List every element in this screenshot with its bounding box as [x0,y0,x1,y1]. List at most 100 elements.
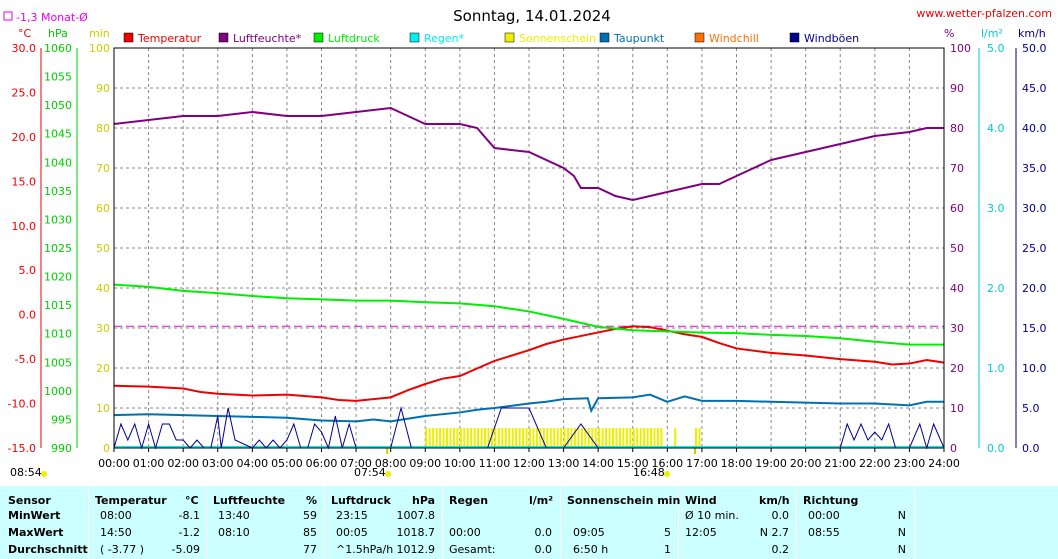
sunshine-bar [490,428,493,448]
sunshine-bar [456,428,459,448]
stats-dir-val: N [897,526,906,539]
sunshine-bar [591,428,594,448]
x-tick-label: 23:00 [894,457,926,470]
sunshine-bar [504,428,507,448]
stats-sun-val: 1 [664,543,671,556]
percent-axis-tick-label: 70 [950,162,964,175]
sunshine-bar [477,428,480,448]
sunshine-bar [480,428,483,448]
stats-dir-time: 00:00 [808,509,840,522]
wind-axis-tick-label: 10.0 [1022,362,1047,375]
sunshine-bar [612,428,614,448]
x-tick-label: 15:00 [617,457,649,470]
sunshine-bar [598,428,601,448]
x-tick-label: 04:00 [236,457,268,470]
sunshine-bar [573,428,576,448]
x-tick-label: 24:00 [928,457,960,470]
wind-axis-tick-label: 45.0 [1022,82,1047,95]
stats-label: MaxWert [8,526,64,539]
x-tick-label: 01:00 [133,457,165,470]
sunshine-bar [428,428,431,448]
wind-axis-tick-label: 20.0 [1022,282,1047,295]
stats-divider [442,486,443,559]
sunshine-bar [515,428,518,448]
legend-swatch [218,32,229,43]
stats-wind-val: N 2.7 [759,526,789,539]
legend-label: Windböen [804,32,859,45]
stats-divider [914,486,915,559]
legend-label: Luftdruck [328,32,380,45]
temp-axis-tick-label: 10.0 [12,220,37,233]
stats-rain-time: Gesamt: [449,543,496,556]
x-tick-label: 14:00 [582,457,614,470]
minutes-axis-tick-label: 0 [103,442,110,455]
stats-dir-val: N [897,543,906,556]
legend-swatch [789,32,800,43]
pressure-axis-tick-label: 1055 [44,71,72,84]
x-tick-label: 06:00 [306,457,338,470]
temp-axis-tick-label: 15.0 [12,175,37,188]
rain-axis-tick-label: 0.0 [987,442,1005,455]
sunshine-bar [487,428,490,448]
legend-swatch [599,32,610,43]
stats-divider [324,486,325,559]
wind-axis-tick-label: 15.0 [1022,322,1047,335]
stats-hum-val: 85 [303,526,317,539]
pressure-axis-tick-label: 1005 [44,356,72,369]
percent-axis-tick-label: 30 [950,322,964,335]
legend-label: Sonnenschein [519,32,596,45]
stats-temp-time: 08:00 [100,509,132,522]
sunshine-bar [650,428,653,448]
sunshine-bar [643,428,646,448]
stats-header-hum: Luftfeuchte [213,494,286,507]
weather-chart: 00:00 01:00 02:00 03:00 04:00 05:00 06:00 07:00… [3,7,1052,479]
series-line-taupunkt [113,393,944,423]
sunshine-bar [435,428,438,448]
stats-header-sun: Sonnenschein min [567,494,681,507]
x-tick-label: 02:00 [167,457,199,470]
stats-header-rain-unit: l/m² [529,494,554,507]
unit-minutes: min [89,27,110,40]
percent-axis-tick-label: 50 [950,242,964,255]
sunshine-bar [608,428,611,448]
sunshine-bar [622,428,625,448]
x-tick-label: 21:00 [824,457,856,470]
stats-temp-time: ( -3.77 ) [100,543,145,556]
sunshine-bar [501,428,504,448]
monthly-avg-swatch [3,11,13,21]
sunshine-bar [636,428,639,448]
stats-hum-time: 13:40 [218,509,250,522]
sunshine-bar [646,428,649,448]
temp-axis-tick-label: -10.0 [8,398,36,411]
x-tick-label: 11:00 [479,457,511,470]
legend-label: Windchill [709,32,759,45]
sunshine-bar [653,428,656,448]
unit-pressure: hPa [48,27,68,40]
stats-press-val: 1018.7 [396,526,436,539]
x-tick-label: 05:00 [271,457,303,470]
sunshine-bar [463,428,466,448]
stats-hum-val: 77 [303,543,317,556]
stats-header-sensor: Sensor [8,494,51,507]
sunshine-bar [567,428,570,448]
sunshine-bar [494,428,497,448]
sunshine-bar [542,428,545,448]
percent-axis-tick-label: 80 [950,122,964,135]
series-line-luftdruck [113,283,944,346]
stats-divider [206,486,207,559]
stats-header-temp-unit: °C [185,494,199,507]
series-line-temperatur [113,325,945,402]
stats-rain-val: 0.0 [534,543,553,556]
x-tick-label: 13:00 [548,457,580,470]
sunshine-bar [452,428,455,448]
stats-press-time: 23:15 [336,509,368,522]
stats-wind-val: 0.2 [771,543,790,556]
wind-axis-tick-label: 5.0 [1022,402,1040,415]
x-tick-label: 18:00 [721,457,753,470]
pressure-axis-tick-label: 1015 [44,299,72,312]
legend-swatch [123,32,134,43]
stats-label: MinWert [8,509,61,522]
pressure-axis-tick-label: 995 [51,413,72,426]
pressure-axis-tick-label: 1035 [44,185,72,198]
sunshine-bar [587,428,590,448]
